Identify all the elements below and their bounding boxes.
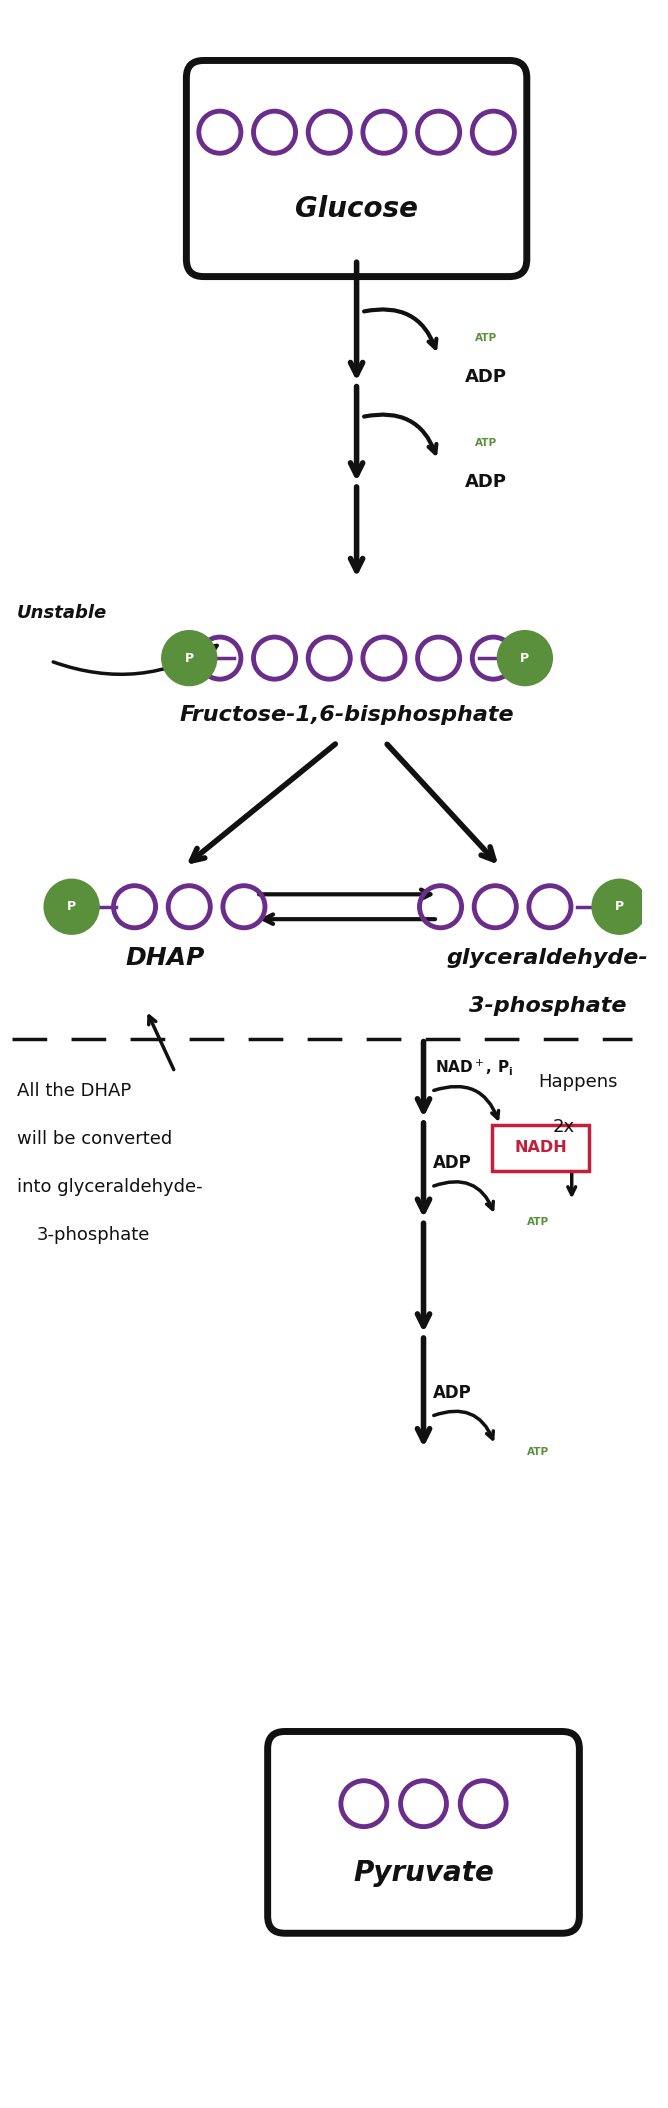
Text: 3-phosphate: 3-phosphate xyxy=(469,997,627,1016)
Text: 2x: 2x xyxy=(552,1117,574,1136)
Text: P: P xyxy=(67,900,76,913)
Text: NAD$^+$, $\mathregular{P_i}$: NAD$^+$, $\mathregular{P_i}$ xyxy=(435,1058,513,1077)
Text: Happens: Happens xyxy=(538,1073,618,1090)
Text: ATP: ATP xyxy=(474,333,497,344)
FancyBboxPatch shape xyxy=(492,1126,589,1170)
Text: ATP: ATP xyxy=(527,1216,549,1227)
Text: Unstable: Unstable xyxy=(17,605,108,622)
Text: will be converted: will be converted xyxy=(17,1130,172,1149)
Text: ADP: ADP xyxy=(433,1153,472,1172)
Text: All the DHAP: All the DHAP xyxy=(17,1081,132,1100)
FancyBboxPatch shape xyxy=(268,1731,579,1933)
Text: DHAP: DHAP xyxy=(126,946,205,970)
Polygon shape xyxy=(502,1417,574,1492)
Text: ADP: ADP xyxy=(465,472,506,491)
Circle shape xyxy=(45,879,98,934)
Text: P: P xyxy=(615,900,624,913)
Circle shape xyxy=(593,879,647,934)
Text: Pyruvate: Pyruvate xyxy=(353,1859,494,1887)
Text: into glyceraldehyde-: into glyceraldehyde- xyxy=(17,1178,203,1195)
Polygon shape xyxy=(446,405,526,487)
Text: ATP: ATP xyxy=(527,1446,549,1457)
Text: NADH: NADH xyxy=(514,1140,567,1155)
Text: Glucose: Glucose xyxy=(295,194,418,223)
Text: Fructose-1,6-bisphosphate: Fructose-1,6-bisphosphate xyxy=(180,706,514,725)
Circle shape xyxy=(498,632,552,685)
Polygon shape xyxy=(446,299,526,384)
Text: P: P xyxy=(184,651,194,664)
Text: P: P xyxy=(520,651,530,664)
Text: glyceraldehyde-: glyceraldehyde- xyxy=(447,949,649,968)
Text: ADP: ADP xyxy=(465,369,506,386)
Text: ADP: ADP xyxy=(433,1383,472,1402)
Polygon shape xyxy=(502,1187,574,1263)
FancyBboxPatch shape xyxy=(186,61,527,276)
Text: 3-phosphate: 3-phosphate xyxy=(36,1225,150,1244)
Text: ATP: ATP xyxy=(474,438,497,449)
Circle shape xyxy=(162,632,216,685)
